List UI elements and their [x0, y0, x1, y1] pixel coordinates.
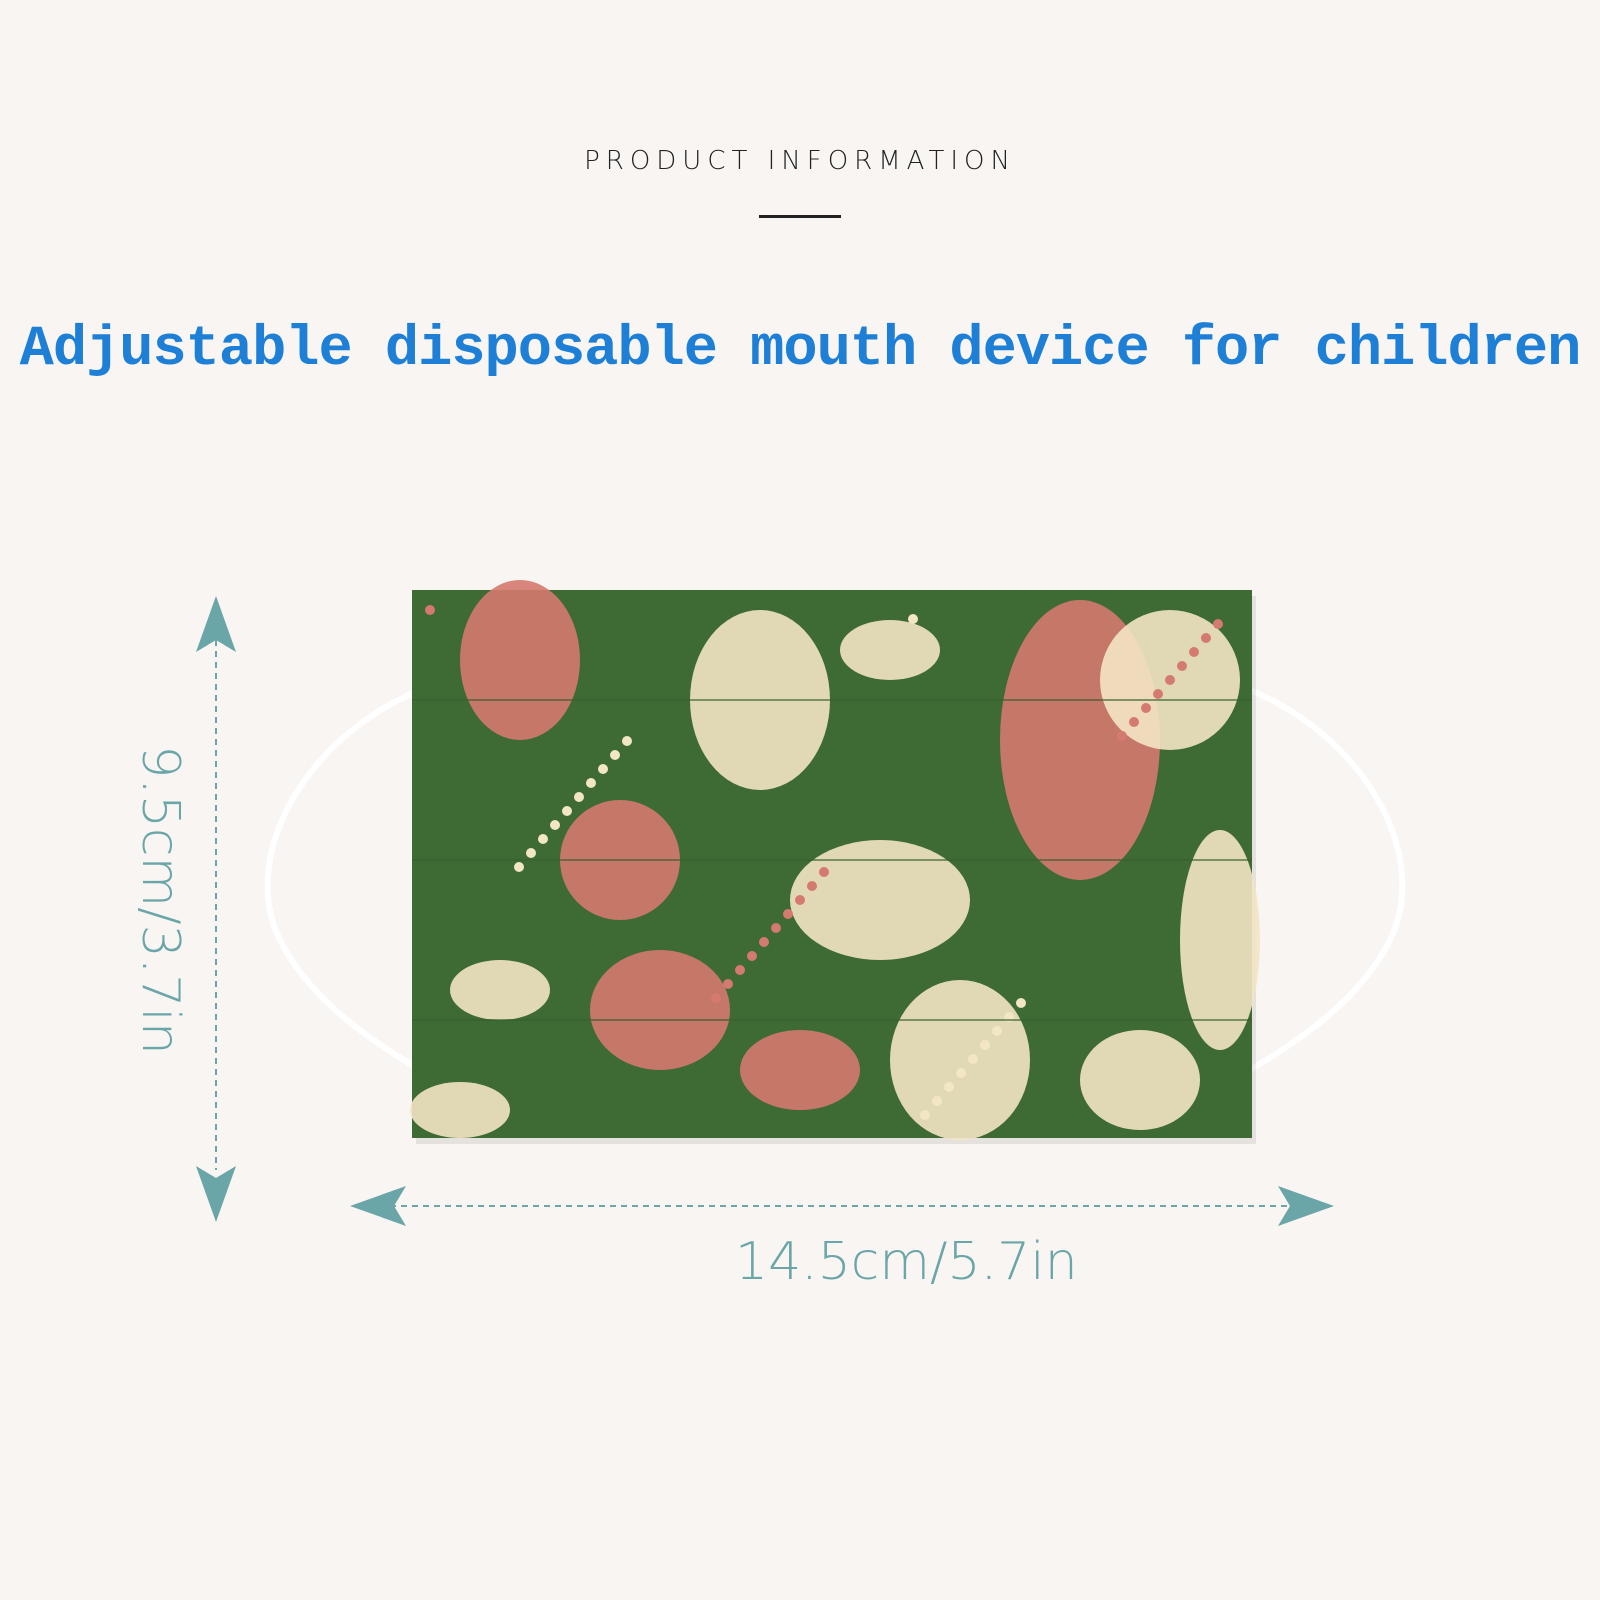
pattern-dot: [622, 736, 632, 746]
width-dimension-arrow: [350, 1186, 1334, 1226]
pattern-motif: [1080, 1030, 1200, 1130]
pattern-dot: [735, 965, 745, 975]
pattern-motif: [460, 580, 580, 740]
pattern-dot: [908, 614, 918, 624]
pattern-motif: [790, 840, 970, 960]
pattern-dot: [723, 979, 733, 989]
pattern-dot: [956, 1068, 966, 1078]
header-divider: [759, 215, 841, 218]
pattern-motif: [450, 960, 550, 1020]
pattern-dot: [1117, 731, 1127, 741]
pattern-dot: [771, 923, 781, 933]
pattern-motif: [840, 620, 940, 680]
pattern-dot: [538, 834, 548, 844]
pattern-dot: [1189, 647, 1199, 657]
pattern-dot: [550, 820, 560, 830]
pattern-motif: [1180, 830, 1260, 1050]
pattern-dot: [1016, 998, 1026, 1008]
ear-loop-right: [1248, 687, 1406, 1073]
pattern-dot: [1201, 633, 1211, 643]
pattern-dot: [968, 1054, 978, 1064]
pattern-dot: [526, 848, 536, 858]
pattern-dot: [920, 1110, 930, 1120]
width-dimension-label: 14.5cm/5.7in: [735, 1232, 1078, 1292]
pattern-motif: [740, 1030, 860, 1110]
pattern-dot: [586, 778, 596, 788]
pattern-dot: [562, 806, 572, 816]
pattern-dot: [610, 750, 620, 760]
pattern-dot: [759, 937, 769, 947]
pattern-dot: [932, 1096, 942, 1106]
pattern-dot: [980, 1040, 990, 1050]
pattern-dot: [944, 1082, 954, 1092]
section-header: PRODUCT INFORMATION: [584, 146, 1016, 176]
pattern-dot: [992, 1026, 1002, 1036]
pattern-motif: [890, 980, 1030, 1140]
pattern-dot: [1177, 661, 1187, 671]
pattern-dot: [807, 881, 817, 891]
pattern-dot: [1141, 703, 1151, 713]
pattern-dot: [783, 909, 793, 919]
product-title: Adjustable disposable mouth device for c…: [19, 318, 1582, 382]
pattern-dot: [819, 867, 829, 877]
pattern-dot: [574, 792, 584, 802]
pattern-dot: [711, 993, 721, 1003]
pattern-dot: [1165, 675, 1175, 685]
ear-loop-left: [264, 687, 422, 1073]
height-dimension-arrow: [196, 596, 236, 1222]
height-dimension-label: 9.5cm/3.7in: [130, 745, 190, 1055]
pattern-motif: [590, 950, 730, 1070]
mask-body: [410, 580, 1260, 1144]
pattern-dot: [425, 605, 435, 615]
pattern-dot: [514, 862, 524, 872]
pattern-motif: [410, 1082, 510, 1138]
pattern-dot: [795, 895, 805, 905]
pattern-dot: [1153, 689, 1163, 699]
pattern-dot: [747, 951, 757, 961]
pattern-dot: [1213, 619, 1223, 629]
pattern-dot: [598, 764, 608, 774]
pattern-dot: [1129, 717, 1139, 727]
